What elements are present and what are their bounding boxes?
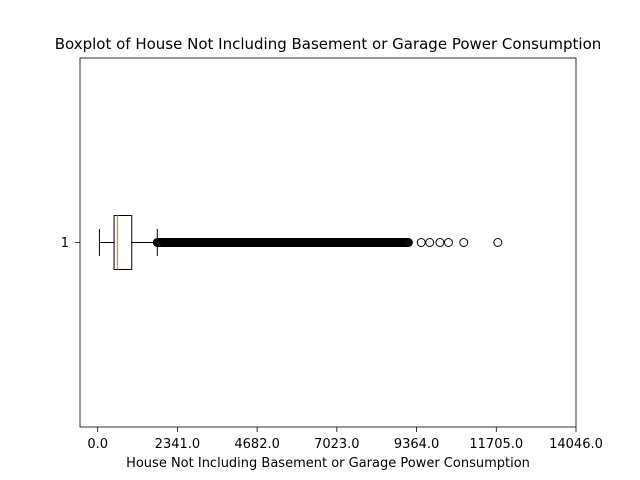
outlier-point (435, 238, 445, 247)
axes-frame (79, 57, 577, 428)
x-tick-label: 0.0 (87, 437, 108, 452)
x-axis-label: House Not Including Basement or Garage P… (126, 456, 530, 471)
outlier-point (416, 238, 426, 247)
x-tick-label: 11705.0 (469, 437, 523, 452)
axes: 1 0.0 2341.0 4682.0 7023.0 9364.0 11705.0 14046… (61, 57, 603, 452)
x-tick-label: 9364.0 (394, 437, 440, 452)
outlier-point (493, 238, 503, 247)
outlier-point (459, 238, 469, 247)
y-tick-label: 1 (61, 236, 69, 251)
chart-title: Boxplot of House Not Including Basement … (55, 35, 602, 53)
x-tick-label: 2341.0 (155, 437, 201, 452)
plot-area (98, 215, 503, 270)
outlier-point (425, 238, 435, 247)
outlier-point (443, 238, 453, 247)
x-tick-label: 7023.0 (314, 437, 360, 452)
outlier-point (403, 238, 413, 247)
x-tick-label: 4682.0 (234, 437, 280, 452)
x-tick-label: 14046.0 (549, 437, 603, 452)
iqr-box (113, 215, 133, 270)
